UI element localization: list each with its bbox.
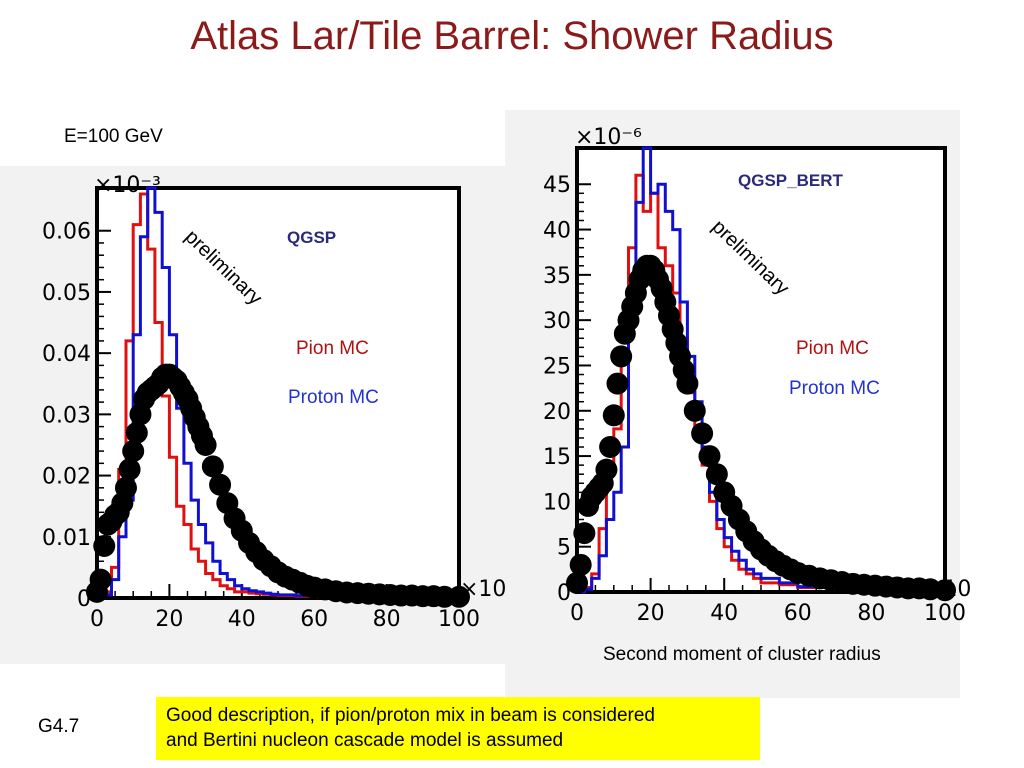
x-tick-label: 60 xyxy=(300,607,328,632)
data-point xyxy=(683,399,706,422)
legend-pion: Pion MC xyxy=(296,338,369,359)
data-point xyxy=(595,458,618,481)
data-point xyxy=(705,463,728,486)
proton-mc-histogram xyxy=(577,146,945,594)
x-tick-label: 0 xyxy=(90,607,104,632)
y-tick-label: 10 xyxy=(543,490,571,515)
y-tick-label: 20 xyxy=(543,400,571,425)
data-point xyxy=(89,568,112,591)
data-point xyxy=(606,372,629,395)
data-point xyxy=(566,571,588,594)
y-tick-label: 25 xyxy=(543,354,571,379)
legend-pion: Pion MC xyxy=(796,338,869,359)
chart-qgsp: 00.010.020.030.040.050.060 20 40 60 80 100×10… xyxy=(42,173,506,632)
note-line-1: Good description, if pion/proton mix in … xyxy=(166,705,655,726)
x-tick-label: 0 xyxy=(570,601,584,626)
data-point xyxy=(676,372,699,395)
x-tick-label: 20 xyxy=(637,601,665,626)
y-tick-label: 15 xyxy=(543,445,571,470)
x-tick-label: 80 xyxy=(373,607,401,632)
data-point xyxy=(194,433,217,456)
plot-frame xyxy=(575,146,947,594)
x-tick-label: 60 xyxy=(784,601,812,626)
data-point xyxy=(209,473,232,496)
page-title: Atlas Lar/Tile Barrel: Shower Radius xyxy=(190,14,834,58)
version-label: G4.7 xyxy=(38,716,80,737)
data-point xyxy=(602,404,625,427)
y-tick-label: 5 xyxy=(557,536,571,561)
data-point xyxy=(698,445,721,468)
data-point xyxy=(114,476,137,499)
y-tick-label: 0.03 xyxy=(42,403,91,428)
x-tick-label: 100 xyxy=(438,607,480,632)
data-point xyxy=(448,585,470,608)
y-tick-label: 35 xyxy=(543,264,571,289)
proton-mc-histogram xyxy=(97,186,459,600)
note-line-2: and Bertini nucleon cascade model is ass… xyxy=(166,730,564,751)
legend-proton: Proton MC xyxy=(789,378,880,399)
data-point xyxy=(122,440,145,463)
x-axis-title: Second moment of cluster radius xyxy=(603,644,881,665)
data-point xyxy=(125,421,148,444)
y-exponent-label: ×10⁻⁶ xyxy=(575,125,642,150)
y-exponent-label: ×10⁻³ xyxy=(94,173,161,198)
chart-panel-qgsp: 0 0.01 0.02 0.03 0.04 0.05 0.06 0 20 40 60 80 100 ×10… xyxy=(0,166,506,664)
y-tick-label: 0.04 xyxy=(42,342,91,367)
data-point xyxy=(118,458,141,481)
chart-panel-qgsp-bert: 051015202530354045020406080100×10⁻⁶×10QG… xyxy=(505,110,971,698)
legend-proton: Proton MC xyxy=(288,387,379,408)
note-box: Good description, if pion/proton mix in … xyxy=(156,697,760,760)
y-tick-label: 40 xyxy=(543,219,571,244)
y-tick-label: 30 xyxy=(543,309,571,334)
data-point xyxy=(201,455,224,478)
data-point xyxy=(610,345,633,368)
y-tick-label: 0.02 xyxy=(42,465,91,490)
data-point xyxy=(934,579,956,602)
data-point xyxy=(573,522,596,545)
data-point xyxy=(93,534,116,557)
x-tick-label: 20 xyxy=(155,607,183,632)
data-point xyxy=(599,436,622,459)
y-tick-label: 0.05 xyxy=(42,281,91,306)
y-tick-label: 45 xyxy=(543,173,571,198)
chart-qgsp-bert: 051015202530354045020406080100×10⁻⁶×10QG… xyxy=(543,125,971,626)
x-tick-label: 80 xyxy=(857,601,885,626)
x-tick-label: 100 xyxy=(924,601,966,626)
data-point xyxy=(691,422,714,445)
energy-label: E=100 GeV xyxy=(64,126,163,147)
model-label: QGSP xyxy=(287,228,336,247)
y-tick-label: 0.01 xyxy=(42,526,91,551)
x-tick-label: 40 xyxy=(710,601,738,626)
data-point xyxy=(569,553,592,576)
x-tick-label: 40 xyxy=(228,607,256,632)
model-label: QGSP_BERT xyxy=(738,171,843,190)
y-tick-label: 0.06 xyxy=(42,220,91,245)
